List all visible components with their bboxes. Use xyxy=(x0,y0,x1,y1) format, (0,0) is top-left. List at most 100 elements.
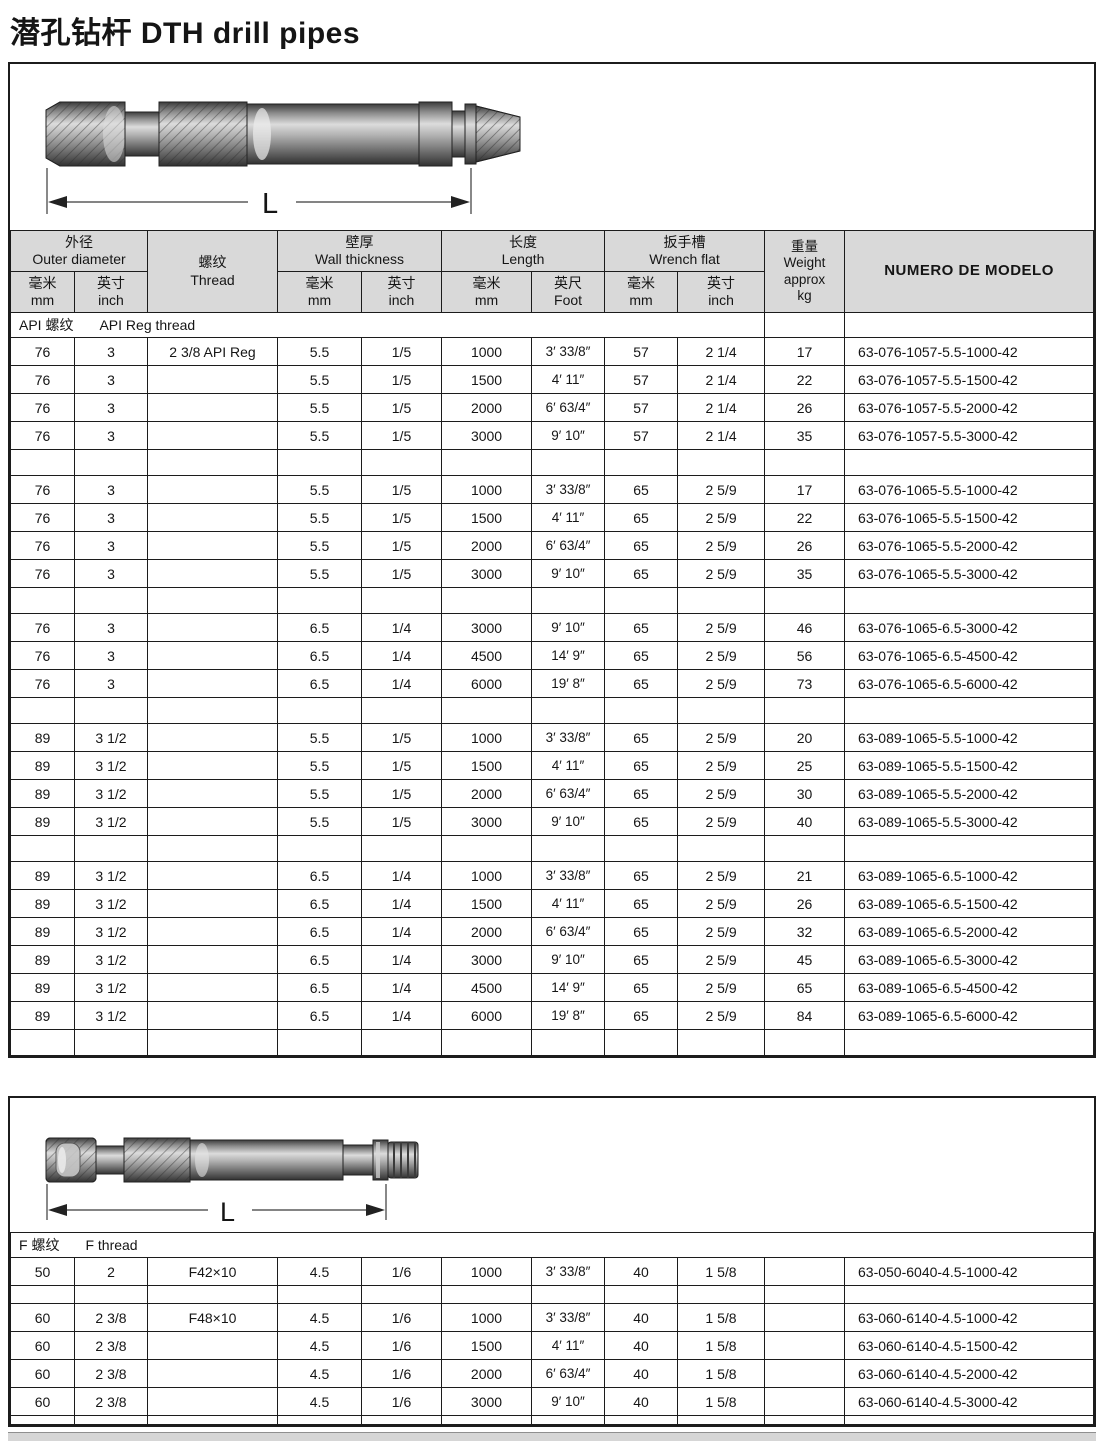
cell-weight: 73 xyxy=(764,669,846,698)
cell-wrench-mm: 65 xyxy=(604,559,679,588)
cell-wall-mm: 5.5 xyxy=(277,503,362,532)
spec-row: 76 3 5.5 1/5 1000 3′ 33/8″ 65 2 5/9 17 63-076-106… xyxy=(10,475,1094,504)
table-header: 外径 Outer diameter 螺纹 Thread 壁厚 Wall thic… xyxy=(10,230,1094,313)
empty-cell xyxy=(604,587,679,614)
empty-cell xyxy=(147,697,278,724)
cell-weight xyxy=(764,1303,845,1332)
cell-model: 63-089-1065-5.5-1500-42 xyxy=(844,751,1094,780)
empty-cell xyxy=(531,1285,605,1304)
cell-wrench-inch: 2 5/9 xyxy=(677,475,766,504)
header-wrench-flat: 扳手槽 Wrench flat xyxy=(604,230,766,272)
cell-weight: 40 xyxy=(764,807,846,836)
header-thread: 螺纹 Thread xyxy=(147,230,278,313)
empty-cell xyxy=(677,697,766,724)
cell-od-inch: 3 1/2 xyxy=(74,779,148,808)
cell-weight xyxy=(764,1359,845,1388)
empty-cell xyxy=(764,587,846,614)
cell-od-inch: 3 1/2 xyxy=(74,1001,148,1030)
empty-cell xyxy=(844,449,1094,476)
page-title: 潜孔钻杆 DTH drill pipes xyxy=(10,17,361,50)
cell-wall-inch: 1/5 xyxy=(360,723,443,752)
cell-length-foot: 4′ 11″ xyxy=(531,889,606,918)
cell-model: 63-076-1057-5.5-1500-42 xyxy=(844,365,1094,394)
cell-od-mm: 60 xyxy=(10,1303,75,1332)
empty-cell xyxy=(764,1285,845,1304)
cell-wrench-inch: 1 5/8 xyxy=(677,1303,765,1332)
group-spacer-row xyxy=(10,1285,1094,1304)
cell-wall-inch: 1/5 xyxy=(360,559,443,588)
empty-cell xyxy=(844,1415,1094,1425)
cell-wrench-mm: 65 xyxy=(604,973,679,1002)
cell-od-mm: 76 xyxy=(10,613,75,642)
empty-cell xyxy=(10,835,75,862)
cell-weight xyxy=(764,1387,845,1416)
cell-od-inch: 2 3/8 xyxy=(74,1303,148,1332)
cell-wrench-mm: 40 xyxy=(604,1331,678,1360)
cell-length-foot: 3′ 33/8″ xyxy=(531,337,606,366)
cell-wrench-inch: 2 5/9 xyxy=(677,531,766,560)
cell-length-mm: 3000 xyxy=(441,1387,532,1416)
cell-model: 63-089-1065-6.5-2000-42 xyxy=(844,917,1094,946)
cell-length-foot: 19′ 8″ xyxy=(531,1001,606,1030)
cell-length-mm: 4500 xyxy=(441,973,533,1002)
empty-cell xyxy=(277,835,362,862)
cell-wall-mm: 4.5 xyxy=(277,1303,362,1332)
cell-wall-mm: 6.5 xyxy=(277,917,362,946)
dimension-label: L xyxy=(220,1197,235,1227)
header-unit-mm: 毫米 mm xyxy=(604,271,679,313)
dimension-arrow-right xyxy=(366,1204,385,1216)
empty-cell xyxy=(360,835,443,862)
cell-wall-inch: 1/4 xyxy=(360,669,443,698)
cell-thread xyxy=(147,393,278,422)
empty-cell xyxy=(74,697,148,724)
cell-wall-mm: 6.5 xyxy=(277,861,362,890)
cell-wrench-inch: 2 5/9 xyxy=(677,751,766,780)
cell-od-inch: 3 xyxy=(74,641,148,670)
cell-od-mm: 76 xyxy=(10,503,75,532)
empty-cell xyxy=(531,835,606,862)
cell-wrench-inch: 2 1/4 xyxy=(677,365,766,394)
cell-weight: 22 xyxy=(764,365,846,394)
empty-cell xyxy=(10,587,75,614)
empty-cell xyxy=(764,835,846,862)
spec-row: 60 2 3/8 4.5 1/6 3000 9′ 10″ 40 1 5/8 63-060-614… xyxy=(10,1387,1094,1416)
cell-length-mm: 1000 xyxy=(441,1303,532,1332)
section-gap xyxy=(0,1058,1102,1096)
cell-wrench-mm: 57 xyxy=(604,365,679,394)
empty-cell xyxy=(441,587,533,614)
cell-wall-mm: 5.5 xyxy=(277,779,362,808)
cell-wall-mm: 4.5 xyxy=(277,1387,362,1416)
cell-wall-inch: 1/5 xyxy=(360,779,443,808)
cell-weight: 17 xyxy=(764,475,846,504)
cell-od-mm: 89 xyxy=(10,723,75,752)
cell-od-mm: 89 xyxy=(10,889,75,918)
cell-length-mm: 2000 xyxy=(441,917,533,946)
empty-cell xyxy=(677,835,766,862)
cell-wall-mm: 5.5 xyxy=(277,807,362,836)
empty-cell xyxy=(441,835,533,862)
cell-model: 63-060-6140-4.5-1500-42 xyxy=(844,1331,1094,1360)
cell-length-mm: 2000 xyxy=(441,779,533,808)
empty-cell xyxy=(677,587,766,614)
cell-wrench-inch: 1 5/8 xyxy=(677,1257,765,1286)
cell-length-mm: 1500 xyxy=(441,365,533,394)
cell-weight: 20 xyxy=(764,723,846,752)
section-label-api: API 螺纹 API Reg thread xyxy=(9,312,766,338)
cell-wall-mm: 6.5 xyxy=(277,945,362,974)
empty-cell xyxy=(531,449,606,476)
spec-row: 60 2 3/8 4.5 1/6 2000 6′ 63/4″ 40 1 5/8 63-060-6… xyxy=(10,1359,1094,1388)
group-spacer-row xyxy=(10,449,1094,476)
cell-length-foot: 14′ 9″ xyxy=(531,641,606,670)
empty-cell xyxy=(677,1285,765,1304)
cell-wrench-inch: 2 5/9 xyxy=(677,669,766,698)
cell-thread xyxy=(147,559,278,588)
empty-cell xyxy=(277,1285,362,1304)
cell-wrench-mm: 65 xyxy=(604,503,679,532)
cell-thread xyxy=(147,1331,278,1360)
cell-model: 63-076-1065-5.5-2000-42 xyxy=(844,531,1094,560)
cell-length-foot: 9′ 10″ xyxy=(531,613,606,642)
cell-model: 63-076-1065-6.5-3000-42 xyxy=(844,613,1094,642)
empty-cell xyxy=(604,1285,678,1304)
empty-cell xyxy=(764,697,846,724)
cell-od-inch: 3 xyxy=(74,421,148,450)
